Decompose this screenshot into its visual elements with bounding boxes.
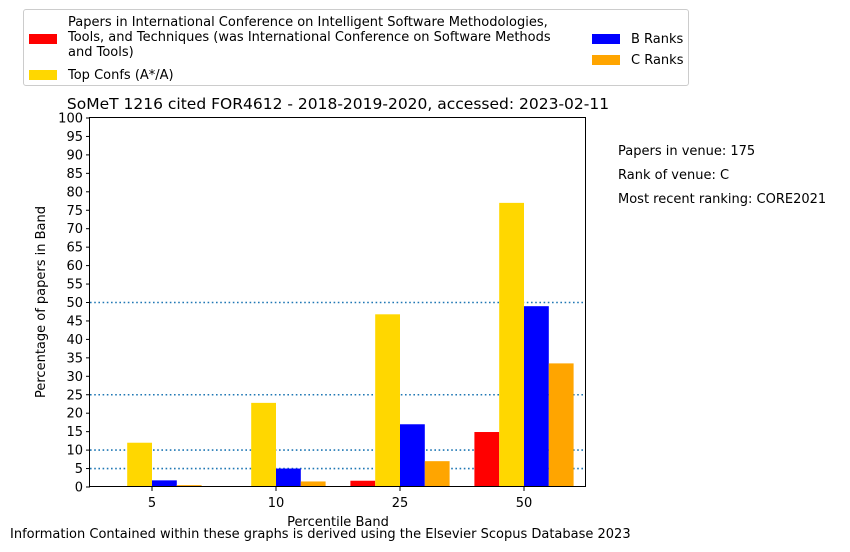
y-tick-label: 60 [66, 259, 83, 274]
legend-label-venue: Papers in International Conference on In… [68, 15, 551, 60]
bar [400, 424, 425, 487]
legend-swatch-venue [29, 34, 57, 44]
legend-item-b-ranks: B Ranks [592, 32, 683, 47]
bar [424, 461, 450, 487]
y-tick-label: 70 [66, 222, 83, 237]
y-tick-label: 65 [66, 241, 83, 256]
legend-swatch-c-ranks [592, 55, 620, 65]
bar [276, 468, 301, 487]
y-tick-label: 75 [66, 204, 83, 219]
y-tick-label: 45 [66, 314, 83, 329]
venue-paper-count: Papers in venue: 175 [618, 144, 756, 159]
x-tick-label: 10 [268, 496, 285, 511]
x-axis: 5 10 25 50 [148, 487, 532, 511]
x-tick-label: 5 [148, 496, 156, 511]
bar [548, 363, 574, 487]
legend: Papers in International Conference on In… [23, 9, 689, 86]
y-tick-label: 95 [66, 130, 83, 145]
legend-swatch-top-confs [29, 70, 57, 80]
y-tick-label: 90 [66, 148, 83, 163]
chart-title: SoMeT 1216 cited FOR4612 - 2018-2019-202… [67, 95, 609, 113]
bar [152, 480, 177, 487]
y-tick-label: 35 [66, 351, 83, 366]
legend-item-venue: Papers in International Conference on In… [29, 15, 559, 60]
most-recent-ranking: Most recent ranking: CORE2021 [618, 192, 827, 207]
y-tick-label: 55 [66, 278, 83, 293]
y-axis-label: Percentage of papers in Band [34, 206, 49, 398]
legend-item-top-confs: Top Confs (A*/A) [29, 68, 174, 83]
bar [300, 481, 326, 487]
bar [127, 442, 152, 487]
bar [524, 306, 549, 487]
y-tick-label: 5 [75, 462, 83, 477]
venue-rank: Rank of venue: C [618, 168, 730, 183]
y-tick-label: 40 [66, 333, 83, 348]
y-tick-label: 85 [66, 167, 83, 182]
legend-label-top-confs: Top Confs (A*/A) [68, 68, 174, 83]
y-tick-label: 20 [66, 407, 83, 422]
y-tick-label: 25 [66, 388, 83, 403]
x-axis-label: Percentile Band [287, 515, 389, 530]
y-axis: 0 5 10 15 20 25 30 35 40 45 50 55 60 65 70 75 80 85 90 95 10… [58, 112, 90, 496]
data-source-note: Information Contained within these graph… [10, 527, 631, 542]
x-tick-label: 50 [516, 496, 533, 511]
y-tick-label: 0 [75, 481, 83, 496]
legend-swatch-b-ranks [592, 34, 620, 44]
bar [474, 432, 500, 487]
bar [375, 314, 400, 487]
y-tick-label: 15 [66, 425, 83, 440]
bars [127, 202, 574, 487]
legend-label-c-ranks: C Ranks [631, 53, 684, 68]
y-tick-label: 10 [66, 444, 83, 459]
bar [350, 480, 376, 487]
bar [499, 202, 524, 487]
y-tick-label: 100 [58, 112, 83, 127]
legend-item-c-ranks: C Ranks [592, 53, 683, 68]
y-tick-label: 50 [66, 296, 83, 311]
y-tick-label: 80 [66, 185, 83, 200]
x-tick-label: 25 [392, 496, 409, 511]
legend-label-b-ranks: B Ranks [631, 32, 684, 47]
bar [251, 402, 276, 487]
reference-lines [90, 301, 586, 470]
y-tick-label: 30 [66, 370, 83, 385]
